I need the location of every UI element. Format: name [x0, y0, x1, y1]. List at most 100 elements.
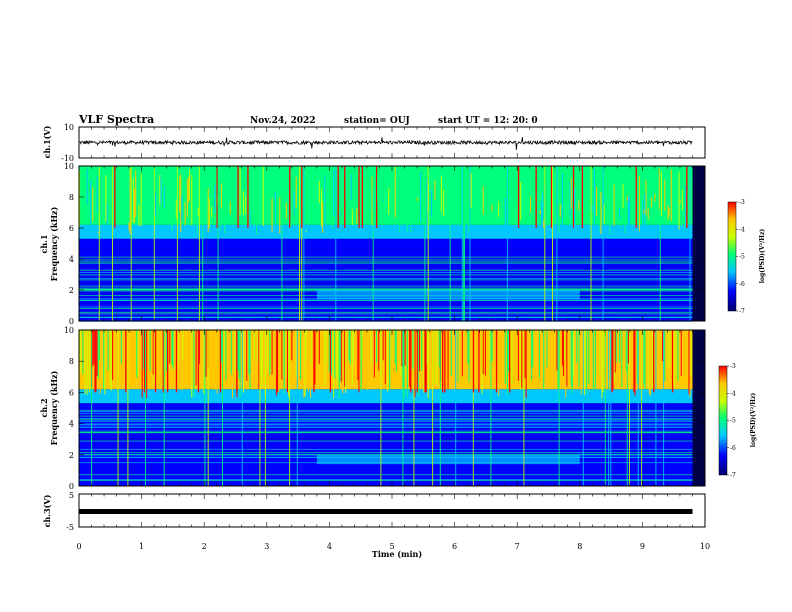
sferic-streak [314, 330, 316, 385]
sferic-streak [135, 330, 137, 372]
ch2-freq-yticks: 0 2 4 6 8 10 [64, 326, 705, 491]
sferic-streak [262, 166, 264, 226]
spectrum-band [79, 249, 693, 261]
sferic-streak [626, 195, 628, 202]
sferic-streak [443, 189, 445, 216]
sferic-full [523, 330, 525, 486]
sferic-streak [636, 330, 638, 384]
sferic-red [219, 330, 222, 393]
spectral-line [79, 308, 693, 309]
sferic-streak [214, 330, 216, 391]
spectral-line [79, 430, 693, 432]
sferic-streak [99, 330, 101, 394]
spectral-line [79, 440, 693, 442]
sferic-streak [159, 174, 161, 205]
sferic-streak [304, 330, 306, 397]
ch1-waveform-line [79, 137, 693, 150]
ch2-spectrogram-panel: 0 2 4 6 8 10 ch.2 Frequency (kHz) [39, 326, 706, 491]
sferic-streak [171, 223, 173, 232]
sferic-streak [191, 330, 193, 398]
sferic-streak [404, 330, 406, 366]
sferic-streak [619, 330, 621, 363]
spectrum-band [79, 389, 693, 404]
ch3-waveform-panel: 5 -5 ch.3(V) [42, 491, 706, 532]
sferic-streak [86, 169, 88, 205]
sferic-streak [644, 330, 646, 391]
sferic-red [611, 330, 613, 393]
time-tick-label: 6 [452, 542, 457, 551]
sferic-streak [324, 175, 326, 229]
sferic-streak [261, 330, 263, 389]
sferic-streak [335, 330, 337, 365]
sferic-streak [151, 197, 153, 207]
sferic-full [259, 330, 261, 486]
sferic-red [478, 330, 480, 393]
sferic-streak [450, 330, 452, 376]
hiss-band [316, 290, 580, 300]
sferic-streak [151, 330, 153, 379]
sferic-full [281, 166, 283, 321]
sferic-full [558, 330, 560, 486]
spectral-line [79, 317, 693, 318]
sferic-streak [172, 330, 174, 370]
sferic-red [581, 166, 583, 228]
sferic-streak [97, 330, 99, 379]
sferic-full [91, 330, 93, 486]
sferic-streak [86, 330, 88, 395]
sferic-streak [327, 330, 329, 362]
sferic-full [204, 330, 206, 486]
sferic-streak [599, 330, 601, 375]
sferic-streak [333, 169, 335, 216]
sferic-streak [504, 197, 506, 228]
sferic-streak [546, 330, 548, 368]
sferic-streak [290, 220, 292, 228]
sferic-full [604, 330, 606, 486]
sferic-streak [139, 330, 141, 362]
sferic-streak [517, 330, 519, 381]
colorbar-tick-label: -7 [739, 308, 745, 315]
sferic-streak [647, 208, 649, 220]
sferic-streak [616, 330, 618, 375]
sferic-streak [351, 208, 353, 226]
colorbar-tick-label: -6 [730, 445, 736, 452]
colorbar-tick-label: -6 [739, 281, 745, 288]
ch1-spec-ylabel2: Frequency (kHz) [49, 206, 59, 281]
sferic-streak [482, 186, 484, 215]
sferic-streak [651, 197, 653, 208]
sferic-red [509, 330, 511, 393]
sferic-streak [165, 330, 167, 372]
time-axis-ticklabels: 0 1 2 3 4 5 6 7 8 9 10 [76, 542, 710, 551]
sferic-streak [291, 330, 293, 361]
sferic-streak [520, 181, 522, 221]
sferic-streak [382, 199, 384, 202]
ch1-ytick-top: 10 [64, 123, 74, 132]
freq-tick-label: 8 [69, 193, 74, 202]
sferic-streak [556, 330, 558, 371]
spectral-line [79, 420, 693, 422]
sferic-streak [457, 330, 459, 383]
sferic-red [686, 166, 688, 228]
spectrum-band [79, 224, 693, 239]
sferic-streak [378, 330, 380, 371]
sferic-streak [230, 330, 232, 375]
spectral-line [79, 261, 693, 263]
sferic-full [637, 330, 639, 486]
sferic-streak [178, 330, 180, 365]
sferic-streak [461, 330, 463, 377]
sferic-streak [324, 330, 326, 387]
sferic-red [125, 330, 127, 393]
sferic-streak [112, 330, 114, 381]
sferic-streak [676, 330, 678, 376]
sferic-streak [484, 330, 486, 376]
sferic-streak [191, 174, 193, 226]
sferic-streak [279, 197, 281, 234]
spectral-line [79, 418, 693, 420]
sferic-streak [84, 330, 86, 395]
sferic-streak [423, 330, 425, 393]
sferic-streak [195, 175, 197, 202]
sferic-streak [93, 330, 95, 365]
sferic-streak [571, 330, 573, 394]
sferic-streak [594, 330, 596, 390]
sferic-streak [410, 226, 412, 233]
sferic-streak [258, 330, 260, 389]
